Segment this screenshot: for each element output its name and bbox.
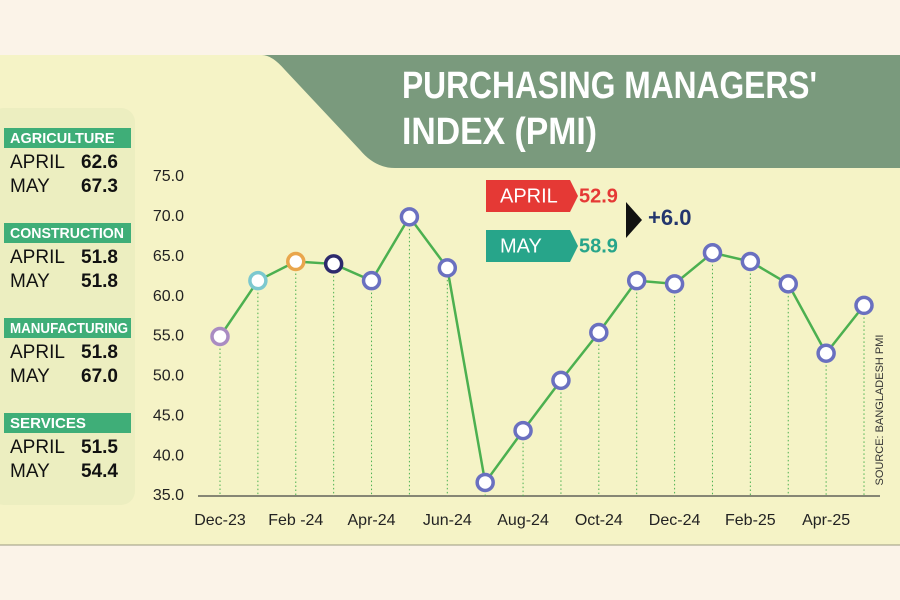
- y-tick-label: 50.0: [153, 368, 184, 385]
- y-tick-label: 70.0: [153, 208, 184, 225]
- point: [816, 343, 836, 363]
- row-label: APRIL: [10, 342, 65, 363]
- point: [248, 270, 268, 291]
- sector-value: 54.4: [81, 461, 118, 482]
- callout-label: MAY: [500, 235, 542, 257]
- point: [626, 270, 647, 291]
- point: [589, 322, 609, 343]
- chart-title: INDEX (PMI): [402, 111, 597, 153]
- point: [437, 258, 458, 278]
- sector-name: MANUFACTURING: [10, 320, 128, 337]
- callout-tag: [486, 230, 578, 262]
- callout-value: 58.9: [579, 235, 618, 257]
- chart-title: PURCHASING MANAGERS': [402, 65, 817, 107]
- y-tick-label: 40.0: [153, 447, 184, 464]
- sector-name: CONSTRUCTION: [10, 225, 124, 242]
- x-tick-label: Aug-24: [497, 512, 549, 529]
- source: SOURCE: BANGLADESH PMI: [874, 335, 886, 486]
- sector-heading-bg: [4, 223, 131, 243]
- change-arrow: [626, 202, 642, 238]
- x-tick-label: Dec-24: [649, 512, 701, 529]
- sector-heading-bg: [4, 413, 131, 433]
- callout-label: APRIL: [500, 185, 558, 207]
- x-tick-label: Oct-24: [575, 512, 623, 529]
- sector-value: 51.8: [81, 342, 118, 363]
- sector-heading-bg: [4, 318, 131, 338]
- y-tick-label: 55.0: [153, 328, 184, 345]
- header-band: [262, 55, 900, 168]
- point: [361, 270, 382, 291]
- point: [551, 370, 571, 391]
- row-label: MAY: [10, 461, 50, 482]
- row-label: MAY: [10, 271, 50, 292]
- sector-heading-bg: [4, 128, 131, 148]
- row-label: MAY: [10, 176, 50, 197]
- point: [778, 274, 798, 294]
- x-tick-label: Feb -24: [268, 512, 323, 529]
- y-tick-label: 75.0: [153, 168, 184, 185]
- sector-value: 67.0: [81, 366, 118, 387]
- sector-panel: [0, 108, 135, 505]
- x-tick-label: Feb-25: [725, 512, 776, 529]
- point: [513, 420, 533, 441]
- point: [702, 243, 723, 263]
- point: [323, 254, 344, 274]
- row-label: APRIL: [10, 152, 65, 173]
- x-tick-label: Apr-25: [802, 512, 850, 529]
- point: [210, 326, 230, 347]
- y-tick-label: 35.0: [153, 487, 184, 504]
- sector-name: SERVICES: [10, 415, 86, 432]
- point: [854, 295, 874, 316]
- sector-value: 51.5: [81, 437, 118, 458]
- sector-name: AGRICULTURE: [10, 130, 115, 147]
- sector-value: 67.3: [81, 176, 118, 197]
- y-tick-label: 65.0: [153, 248, 184, 265]
- row-label: APRIL: [10, 437, 65, 458]
- x-tick-label: Dec-23: [194, 512, 246, 529]
- x-tick-label: Apr-24: [348, 512, 396, 529]
- y-tick-label: 45.0: [153, 407, 184, 424]
- y-tick-label: 60.0: [153, 288, 184, 305]
- point: [475, 472, 495, 493]
- point: [664, 274, 685, 294]
- row-label: MAY: [10, 366, 50, 387]
- sector-value: 51.8: [81, 271, 118, 292]
- sector-value: 62.6: [81, 152, 118, 173]
- change-value: +6.0: [648, 205, 691, 230]
- callout-value: 52.9: [579, 185, 618, 207]
- point: [399, 207, 420, 227]
- point: [286, 251, 306, 272]
- callout-tag: [486, 180, 578, 212]
- x-tick-label: Jun-24: [423, 512, 472, 529]
- row-label: APRIL: [10, 247, 65, 268]
- sector-value: 51.8: [81, 247, 118, 268]
- point: [740, 251, 761, 272]
